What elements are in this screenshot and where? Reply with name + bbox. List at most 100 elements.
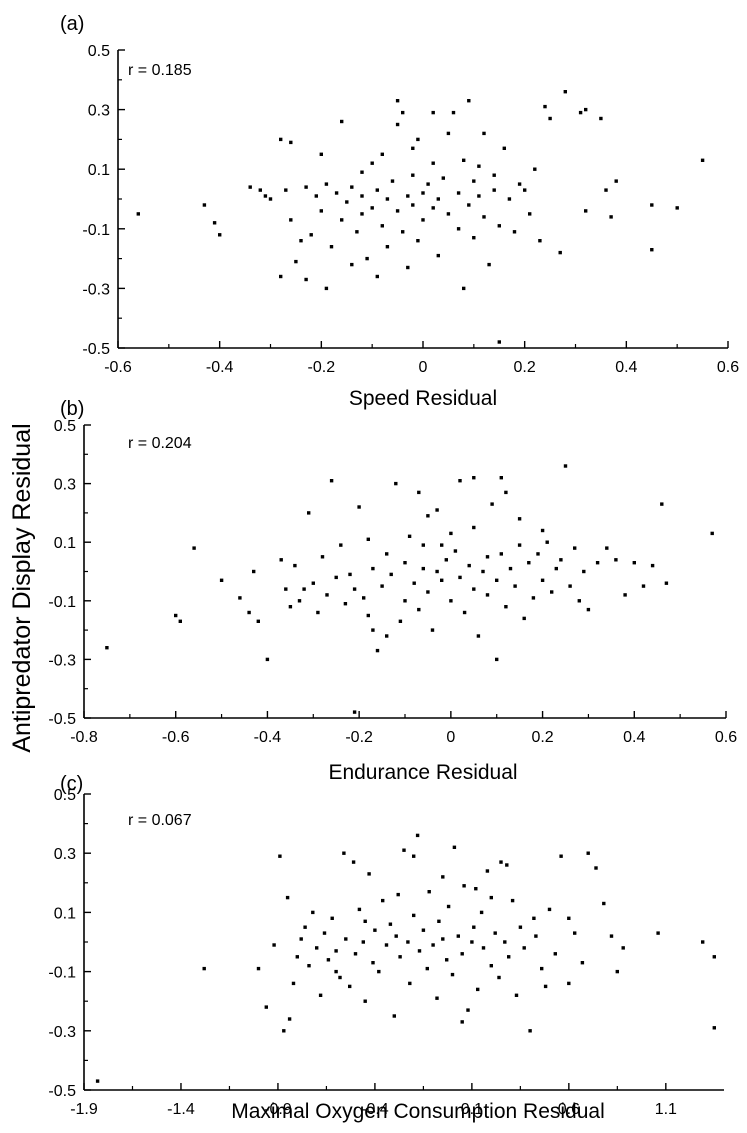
- data-point: [650, 248, 654, 252]
- y-tick-label: -0.5: [82, 341, 110, 358]
- data-point: [384, 943, 389, 947]
- x-tick-label: -1.4: [167, 1101, 195, 1118]
- x-tick-label: 0.2: [514, 359, 536, 376]
- data-point: [578, 110, 583, 115]
- data-point: [563, 90, 567, 94]
- data-point: [278, 854, 282, 858]
- data-point: [375, 274, 379, 279]
- data-point: [567, 981, 571, 986]
- data-point: [467, 563, 471, 568]
- data-point: [417, 490, 421, 495]
- data-point: [288, 605, 293, 609]
- data-point: [440, 578, 444, 582]
- data-point: [406, 940, 410, 944]
- data-point: [287, 1017, 292, 1021]
- data-point: [311, 910, 315, 915]
- data-point: [605, 546, 609, 550]
- data-point: [294, 259, 298, 264]
- data-point: [202, 966, 206, 971]
- data-point: [330, 916, 334, 920]
- data-point: [435, 996, 439, 1000]
- data-point: [554, 566, 558, 571]
- data-point: [499, 860, 503, 864]
- data-point: [285, 895, 290, 900]
- data-point: [284, 587, 288, 591]
- data-point: [421, 543, 425, 547]
- data-point: [322, 931, 327, 935]
- x-tick-label: -0.9: [264, 1101, 292, 1118]
- data-point: [497, 975, 501, 980]
- data-point: [437, 919, 441, 923]
- data-point: [360, 212, 364, 216]
- x-axis-label: Maximal Oxygen Consumption Residual: [231, 1100, 605, 1123]
- data-point: [279, 137, 283, 142]
- data-point: [453, 549, 458, 553]
- x-tick-label: 0.1: [461, 1101, 483, 1118]
- data-point: [595, 561, 600, 565]
- data-point: [304, 185, 308, 189]
- data-point: [450, 972, 455, 977]
- data-point: [559, 854, 563, 858]
- data-point: [385, 634, 389, 638]
- data-point: [656, 931, 660, 935]
- x-tick-label: -0.2: [308, 359, 336, 376]
- data-point: [514, 993, 519, 997]
- data-point: [334, 949, 338, 953]
- data-point: [421, 191, 425, 195]
- data-point: [499, 552, 503, 556]
- data-point: [534, 934, 538, 938]
- data-point: [416, 239, 420, 243]
- data-point: [472, 236, 476, 240]
- data-point: [440, 543, 444, 547]
- data-point: [431, 206, 435, 210]
- data-point: [615, 969, 619, 974]
- data-point: [507, 197, 512, 201]
- data-point: [360, 170, 364, 174]
- correlation-annotation: r = 0.067: [128, 812, 192, 829]
- data-point: [411, 203, 415, 207]
- data-point: [334, 575, 338, 580]
- data-point: [363, 919, 367, 923]
- data-point: [360, 194, 364, 198]
- data-point: [536, 552, 540, 556]
- x-tick-label: -0.6: [162, 729, 190, 746]
- data-point: [675, 206, 679, 210]
- data-point: [348, 572, 352, 577]
- x-tick-label: 0.4: [623, 729, 645, 746]
- data-point: [510, 898, 515, 903]
- data-point: [238, 596, 242, 600]
- data-point: [505, 863, 509, 867]
- data-point: [481, 569, 485, 574]
- data-point: [279, 558, 283, 562]
- data-point: [563, 464, 568, 468]
- x-tick-label: 0.2: [531, 729, 553, 746]
- data-point: [411, 146, 415, 150]
- data-point: [329, 479, 334, 483]
- data-point: [406, 194, 410, 198]
- data-point: [641, 584, 646, 588]
- data-point: [452, 845, 457, 849]
- data-point: [357, 907, 362, 912]
- data-point: [318, 993, 323, 997]
- data-point: [567, 916, 571, 920]
- data-point: [492, 173, 496, 177]
- data-point: [401, 110, 405, 115]
- data-point: [324, 286, 329, 291]
- data-point: [311, 581, 315, 585]
- data-point: [441, 875, 445, 879]
- x-tick-label: -1.9: [70, 1101, 98, 1118]
- data-point: [621, 946, 625, 950]
- data-point: [309, 233, 313, 237]
- data-point: [538, 239, 542, 243]
- data-point: [426, 514, 430, 518]
- data-point: [446, 131, 451, 136]
- data-point: [523, 188, 527, 192]
- y-tick-label: -0.5: [48, 1083, 76, 1100]
- data-point: [543, 984, 548, 989]
- data-point: [421, 218, 425, 222]
- data-point: [426, 590, 430, 594]
- data-point: [385, 552, 389, 556]
- data-point: [407, 534, 412, 538]
- x-tick-label: -0.6: [104, 359, 132, 376]
- data-point: [632, 561, 636, 565]
